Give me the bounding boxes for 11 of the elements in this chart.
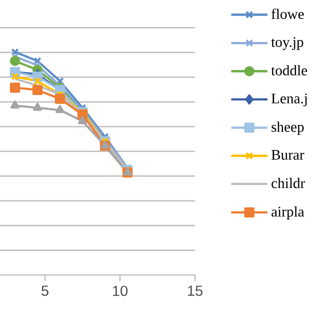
x-tick-label: 10: [112, 286, 128, 296]
legend-label: childr: [272, 178, 305, 188]
legend-label: Lena.j: [271, 94, 307, 106]
legend-label: flowe: [272, 8, 304, 20]
legend-label: toddle: [271, 65, 308, 76]
legend-label: toy.jp: [271, 37, 304, 50]
legend-label: sheep: [272, 122, 304, 135]
x-tick-label: 15: [188, 286, 202, 296]
legend-label: airpla: [272, 206, 304, 220]
legend-label: Burar: [271, 150, 304, 160]
x-tick-label: 5: [42, 286, 48, 296]
